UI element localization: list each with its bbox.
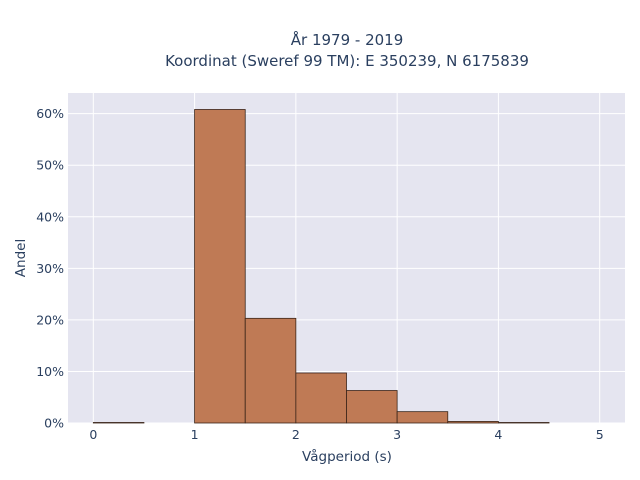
histogram-bar-3 [244, 317, 297, 424]
histogram-bar-4 [295, 372, 347, 424]
y-axis-label: Andel [13, 239, 29, 277]
x-tick-label: 2 [292, 427, 300, 442]
x-tick-label: 0 [89, 427, 97, 442]
bars [92, 109, 550, 424]
histogram-bar-8 [498, 422, 550, 424]
x-tick-label: 1 [191, 427, 199, 442]
x-tick-label: 5 [596, 427, 604, 442]
x-tick-label: 4 [494, 427, 502, 442]
chart-title-line2: Koordinat (Sweref 99 TM): E 350239, N 61… [165, 52, 529, 70]
x-axis-label: Vågperiod (s) [302, 448, 392, 465]
plot-area [68, 93, 625, 423]
x-axis-ticks: 0 1 2 3 4 5 [89, 427, 603, 442]
histogram-bar-5 [346, 390, 398, 424]
y-tick-label: 60% [36, 106, 64, 121]
x-tick-label: 3 [393, 427, 401, 442]
y-tick-label: 30% [36, 261, 64, 276]
histogram-bar-7 [447, 421, 499, 424]
y-tick-label: 20% [36, 312, 64, 327]
histogram-bar-6 [396, 411, 449, 424]
histogram-bar-2 [194, 109, 246, 424]
y-axis-ticks: 0% 10% 20% 30% 40% 50% 60% [36, 106, 64, 430]
y-tick-label: 50% [36, 158, 64, 173]
histogram-bar-0 [92, 422, 145, 424]
y-tick-label: 40% [36, 209, 64, 224]
y-tick-label: 0% [44, 416, 64, 431]
chart-title-line1: År 1979 - 2019 [291, 30, 404, 49]
y-tick-label: 10% [36, 364, 64, 379]
